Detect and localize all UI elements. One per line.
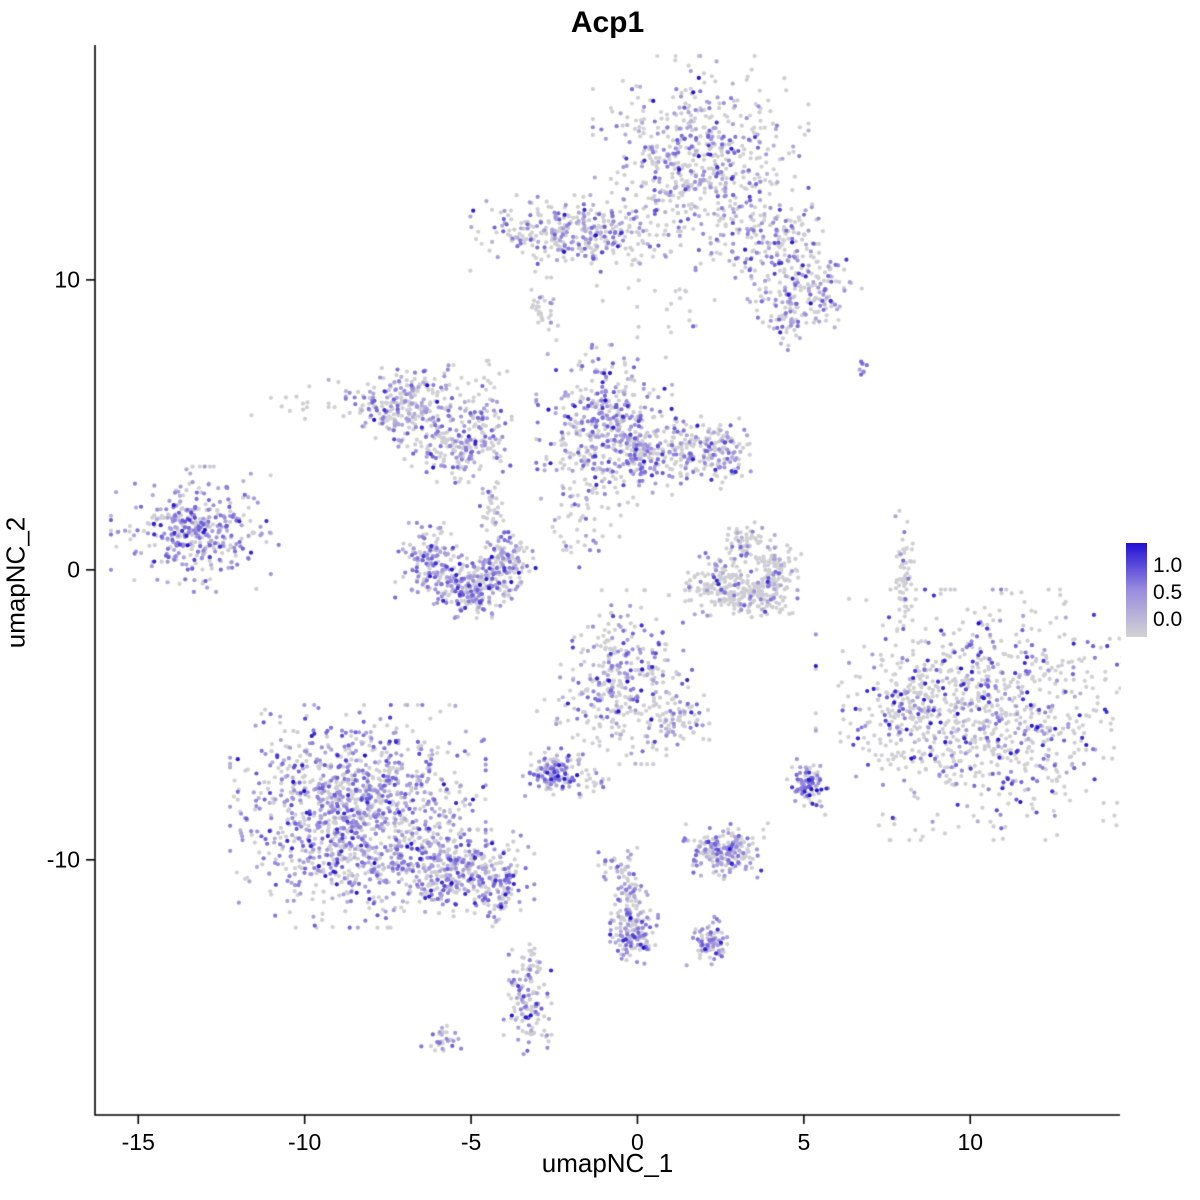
- legend-label-high: 1.0: [1153, 553, 1183, 577]
- legend: 1.0 0.5 0.0: [1126, 543, 1196, 637]
- y-axis-label: umapNC_2: [0, 516, 31, 649]
- x-axis-label: umapNC_1: [541, 1148, 674, 1178]
- legend-label-low: 0.0: [1153, 608, 1183, 632]
- legend-label-mid: 0.5: [1153, 580, 1183, 604]
- legend-labels: 1.0 0.5 0.0: [1153, 543, 1197, 637]
- legend-gradient-bar: [1126, 543, 1147, 637]
